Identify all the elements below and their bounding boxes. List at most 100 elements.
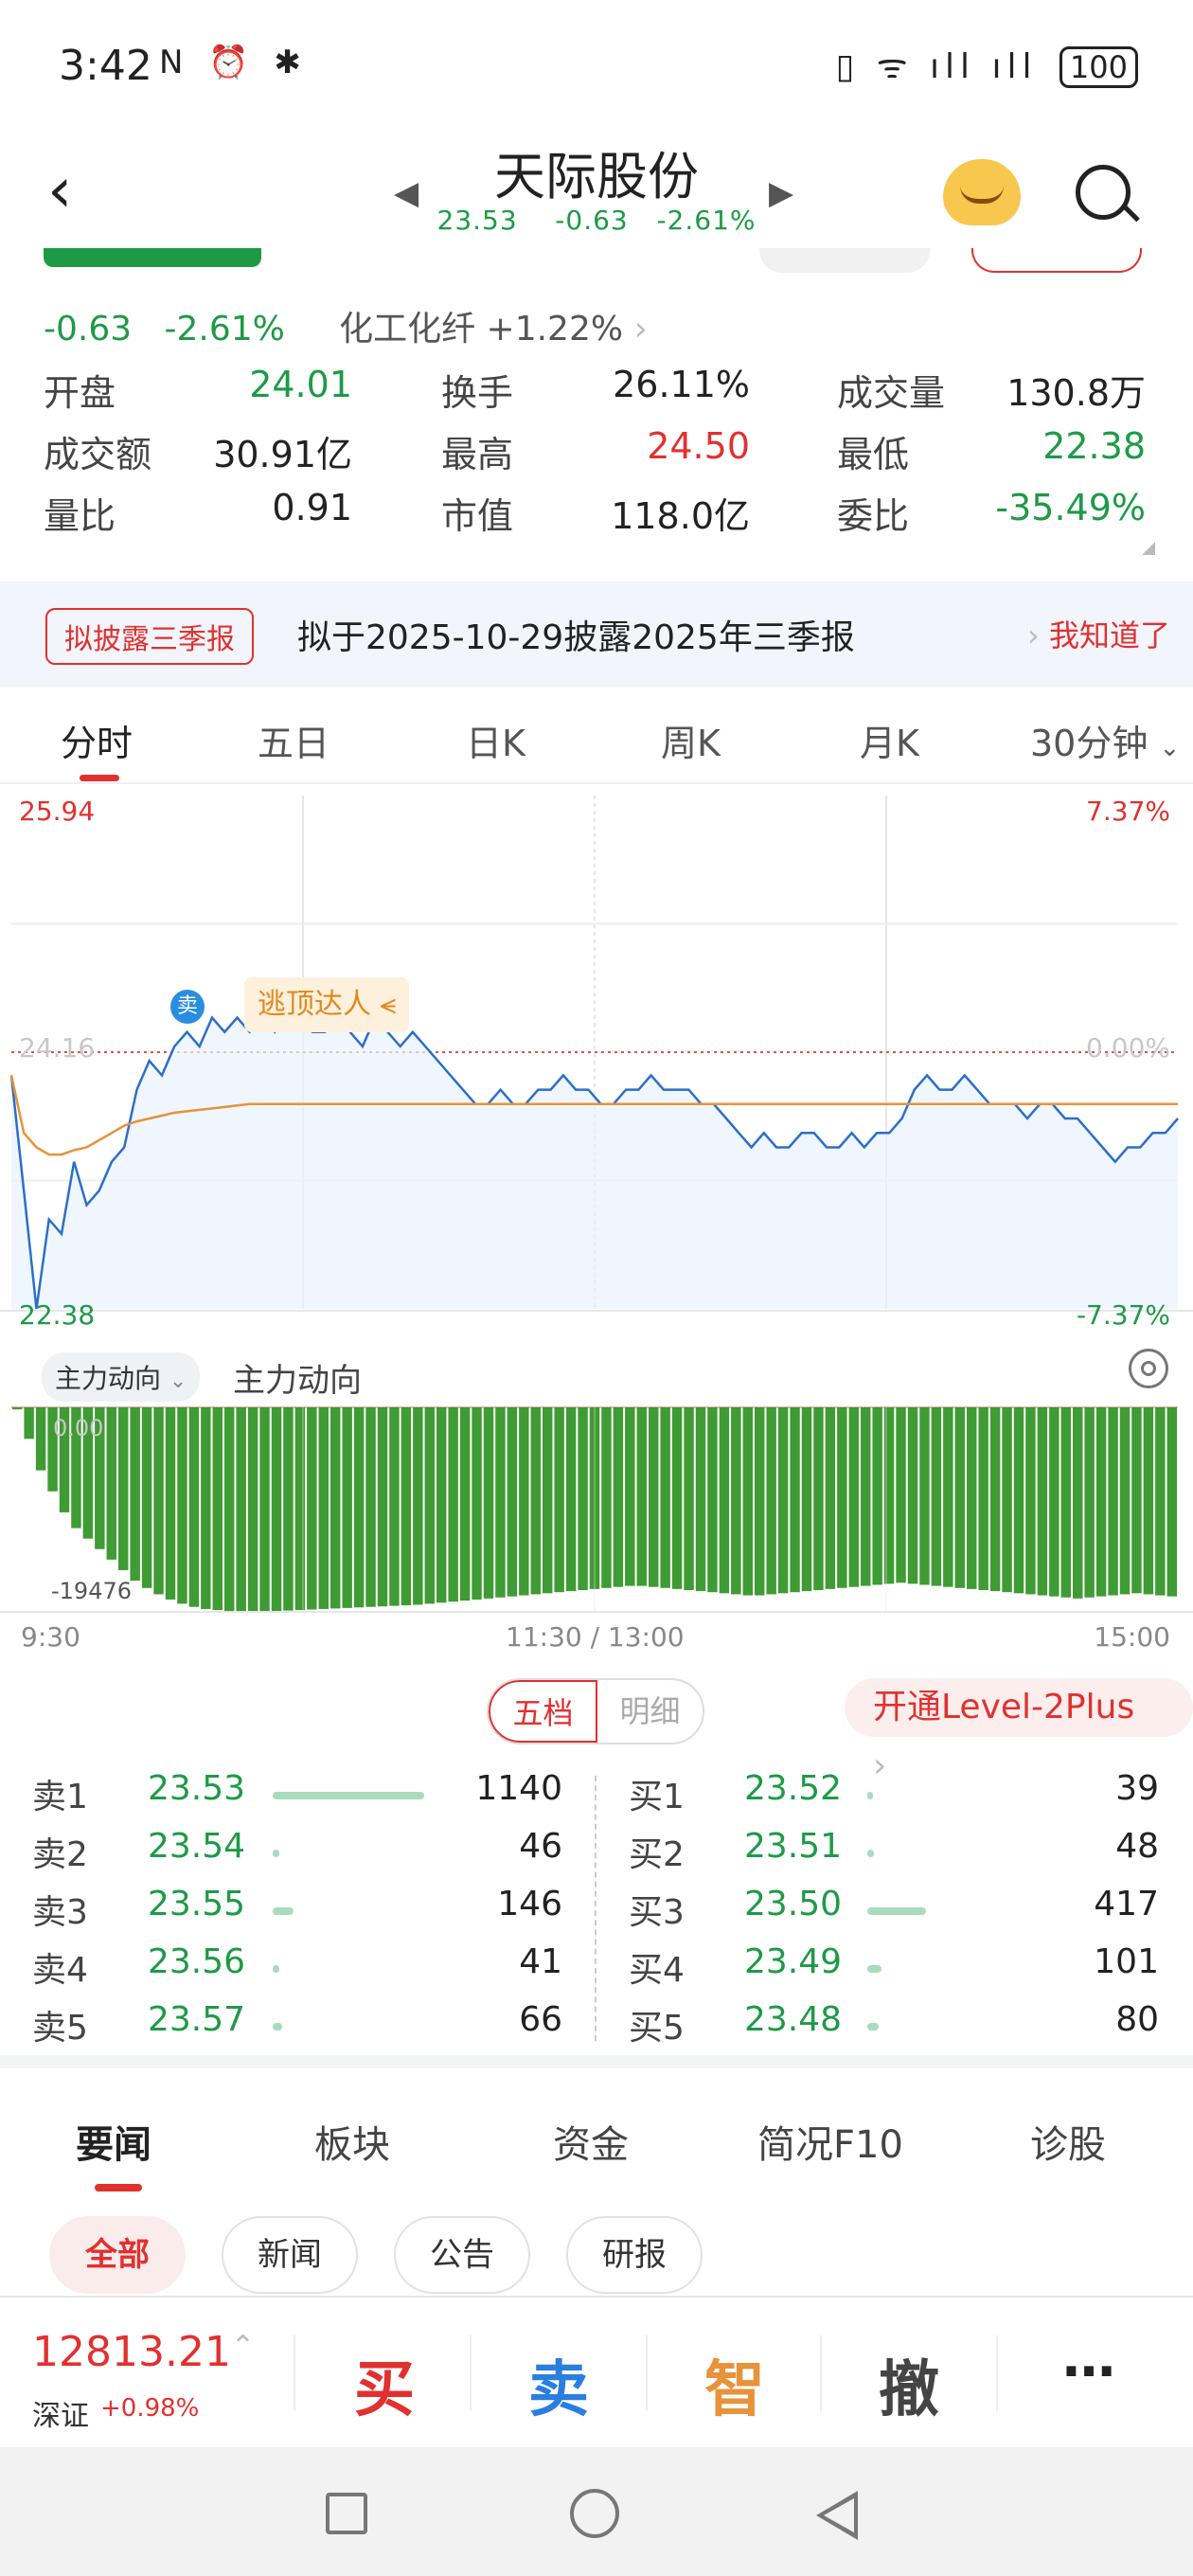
- news-tab-underline: [95, 2184, 142, 2191]
- flow-bar: [978, 1407, 988, 1590]
- orderbook-row[interactable]: 买2 23.51 48: [629, 1827, 1159, 1880]
- buy-button[interactable]: 买: [354, 2355, 415, 2425]
- chip-all[interactable]: 全部: [49, 2216, 186, 2294]
- intraday-chart[interactable]: [0, 782, 1193, 1654]
- orderbook-tabs: 五档 明细: [487, 1678, 704, 1744]
- home-icon[interactable]: [570, 2489, 619, 2538]
- top-escape-tag[interactable]: 逃顶达人 ⪪: [244, 977, 410, 1032]
- flow-bar: [483, 1407, 494, 1599]
- search-icon[interactable]: [1076, 165, 1131, 220]
- back-arrow-icon[interactable]: ‹: [47, 153, 73, 226]
- smart-button[interactable]: 智: [704, 2355, 765, 2425]
- index-name: 深证: [32, 2400, 89, 2433]
- flow-bar: [389, 1407, 400, 1606]
- tab-headlines[interactable]: 要闻: [76, 2123, 151, 2167]
- flow-bar: [71, 1407, 81, 1529]
- next-stock-icon[interactable]: ▶: [769, 174, 794, 212]
- price-line: [9, 1015, 1179, 1310]
- orderbook-row[interactable]: 卖2 23.54 46: [32, 1827, 562, 1880]
- level2-label: 开通Level-2Plus: [873, 1688, 1135, 1726]
- tab-weekly-k[interactable]: 周K: [661, 723, 721, 764]
- orderbook-row[interactable]: 买1 23.52 39: [629, 1769, 1159, 1822]
- tab-monthly-k[interactable]: 月K: [860, 723, 919, 764]
- flow-bar: [1025, 1407, 1036, 1595]
- flow-bar: [212, 1407, 223, 1611]
- index-value[interactable]: 12813.21: [32, 2328, 231, 2376]
- stat-value: 130.8万: [1006, 372, 1146, 414]
- notice-dismiss-button[interactable]: › 我知道了: [1027, 617, 1170, 653]
- flow-bar: [554, 1407, 564, 1593]
- orderbook-row[interactable]: 买4 23.49 101: [629, 1942, 1159, 1995]
- mascot-icon[interactable]: [943, 159, 1021, 225]
- tab-sectors[interactable]: 板块: [314, 2123, 390, 2167]
- orderbook-row[interactable]: 卖1 23.53 1140: [32, 1769, 562, 1822]
- share-icon[interactable]: ⪪: [380, 988, 397, 1021]
- sector-link[interactable]: 化工化纤 +1.22% ›: [339, 310, 648, 349]
- flow-bar: [883, 1407, 895, 1584]
- pill-fragment: [759, 248, 930, 273]
- chip-research[interactable]: 研报: [566, 2216, 703, 2294]
- level2-button[interactable]: 开通Level-2Plus ›: [845, 1678, 1193, 1785]
- flow-bar: [95, 1407, 105, 1549]
- notice-text[interactable]: 拟于2025-10-29披露2025年三季报: [297, 618, 855, 657]
- cancel-order-button[interactable]: 撤: [879, 2355, 939, 2425]
- tab-intraday[interactable]: 分时: [61, 723, 134, 764]
- orderbook-row[interactable]: 卖3 23.55 146: [32, 1885, 562, 1938]
- orderbook-row[interactable]: 卖5 23.57 66: [32, 2000, 562, 2053]
- tab-funds[interactable]: 资金: [553, 2123, 629, 2167]
- tab-profile-f10[interactable]: 简况F10: [757, 2123, 903, 2167]
- chip-announcements[interactable]: 公告: [394, 2216, 530, 2294]
- expand-corner-icon[interactable]: [1142, 542, 1155, 555]
- flow-bar: [12, 1407, 23, 1410]
- stat-label: 成交额: [44, 434, 152, 475]
- sell-button[interactable]: 卖: [528, 2355, 589, 2425]
- level-label: 买2: [629, 1835, 685, 1874]
- tab-5day[interactable]: 五日: [258, 723, 330, 764]
- flow-bar: [519, 1407, 529, 1596]
- flow-bar: [742, 1407, 753, 1596]
- time-label-close: 15:00: [1094, 1621, 1170, 1653]
- volume-bar: [867, 1850, 874, 1857]
- flow-bar: [330, 1407, 341, 1609]
- tab-daily-k[interactable]: 日K: [466, 723, 525, 764]
- recent-apps-icon[interactable]: [326, 2493, 367, 2534]
- prev-stock-icon[interactable]: ◀: [394, 174, 419, 212]
- tab-five-levels[interactable]: 五档: [489, 1680, 597, 1743]
- flow-bar: [353, 1407, 365, 1608]
- tab-detail[interactable]: 明细: [619, 1693, 681, 1729]
- flow-bar: [1060, 1407, 1071, 1598]
- flow-bar: [177, 1407, 187, 1604]
- flow-indicator-select[interactable]: 主力动向 ⌄: [42, 1352, 201, 1402]
- tab-30min[interactable]: 30分钟 ⌄: [1030, 714, 1180, 766]
- level-label: 买1: [629, 1778, 685, 1816]
- flow-bar: [459, 1407, 471, 1601]
- orderbook-row[interactable]: 买5 23.48 80: [629, 2000, 1159, 2053]
- flow-bar: [719, 1407, 730, 1594]
- flow-bar: [294, 1407, 306, 1611]
- news-tabs: 要闻 板块 资金 简况F10 诊股: [0, 2114, 1193, 2199]
- quote-change-pct: -2.61%: [164, 310, 285, 349]
- settings-gear-icon[interactable]: [1129, 1349, 1168, 1388]
- bar-divider: [820, 2335, 822, 2411]
- volume-bar: [273, 1850, 279, 1857]
- flow-bar: [684, 1407, 694, 1590]
- stat-label: 成交量: [837, 372, 946, 414]
- flow-bar: [919, 1407, 930, 1585]
- level-label: 买5: [629, 2009, 685, 2048]
- orderbook-row[interactable]: 卖4 23.56 41: [32, 1942, 562, 1995]
- more-icon[interactable]: ⋯: [1062, 2341, 1115, 2403]
- back-nav-icon[interactable]: [816, 2491, 858, 2540]
- flow-bar: [24, 1407, 34, 1440]
- header-price: 23.53: [436, 205, 518, 236]
- level-label: 卖2: [32, 1835, 88, 1874]
- orderbook-row[interactable]: 买3 23.50 417: [629, 1885, 1159, 1938]
- volume-bar: [867, 1965, 882, 1973]
- flow-bar: [967, 1407, 977, 1589]
- chevron-up-icon[interactable]: ⌃: [231, 2330, 256, 2363]
- sell-marker-badge[interactable]: 卖: [170, 990, 205, 1024]
- chip-news[interactable]: 新闻: [222, 2216, 358, 2294]
- flow-bar: [837, 1407, 847, 1588]
- flow-bar: [1119, 1407, 1131, 1595]
- big-price-fragment: [44, 248, 261, 269]
- tab-diagnosis[interactable]: 诊股: [1030, 2123, 1106, 2167]
